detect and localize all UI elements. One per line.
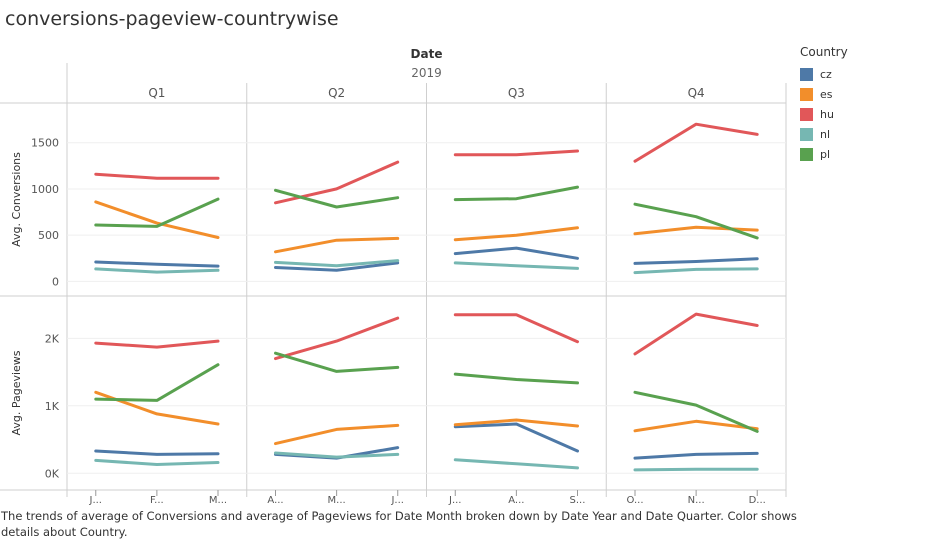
x-tick-label: O... <box>627 495 644 506</box>
series-line-pl <box>94 363 220 402</box>
y-tick-label: 1500 <box>31 137 59 150</box>
legend-item-nl[interactable]: nl <box>800 124 848 144</box>
column-header-title: Date <box>411 47 443 61</box>
quarter-header-Q3: Q3 <box>508 86 525 100</box>
y-tick-label: 0 <box>52 275 59 288</box>
legend-item-cz[interactable]: cz <box>800 64 848 84</box>
series-line-pl <box>633 202 759 240</box>
legend-label: nl <box>820 127 831 141</box>
quarter-header-Q2: Q2 <box>328 86 345 100</box>
series-line-es <box>633 225 759 236</box>
series-line-pl <box>274 351 400 373</box>
x-tick-label: A... <box>267 495 283 506</box>
chart-caption: The trends of average of Conversions and… <box>1 509 797 539</box>
series-line-nl <box>633 467 759 472</box>
legend-swatch-nl <box>800 127 813 141</box>
legend-label: pl <box>820 147 831 161</box>
series-line-es <box>453 226 579 242</box>
series-line-pl <box>274 188 400 209</box>
legend-swatch-pl <box>800 147 813 161</box>
y-tick-label: 2K <box>45 332 60 345</box>
y-tick-label: 500 <box>38 229 59 242</box>
x-tick-label: F... <box>150 495 164 506</box>
series-line-pl <box>453 185 579 202</box>
series-line-es <box>274 423 400 446</box>
x-tick-label: N... <box>688 495 705 506</box>
series-line-pl <box>94 197 220 228</box>
series-line-pl <box>633 390 759 433</box>
x-tick-label: J... <box>390 495 404 506</box>
x-tick-label: M... <box>328 495 346 506</box>
series-line-cz <box>453 422 579 453</box>
y-axis-label: Avg. Pageviews <box>10 350 23 435</box>
series-line-nl <box>274 259 400 268</box>
y-tick-label: 0K <box>45 467 60 480</box>
series-line-hu <box>633 312 759 356</box>
series-line-nl <box>94 458 220 466</box>
series-line-nl <box>274 451 400 459</box>
series-line-cz <box>94 260 220 268</box>
series-line-es <box>633 419 759 433</box>
quarter-header-Q1: Q1 <box>148 86 165 100</box>
x-tick-label: S... <box>570 495 586 506</box>
x-tick-label: J... <box>448 495 462 506</box>
series-line-es <box>94 200 220 239</box>
series-line-nl <box>453 458 579 470</box>
series-line-nl <box>453 261 579 270</box>
legend: Country cz es hu nl pl <box>800 45 848 164</box>
series-line-nl <box>94 267 220 274</box>
legend-label: cz <box>820 67 832 81</box>
series-line-hu <box>274 316 400 361</box>
page-title: conversions-pageview-countrywise <box>5 8 339 30</box>
legend-swatch-hu <box>800 107 813 121</box>
series-line-es <box>453 418 579 428</box>
year-header: 2019 <box>411 66 442 80</box>
series-line-hu <box>94 172 220 180</box>
legend-label: es <box>820 87 833 101</box>
series-line-hu <box>633 122 759 163</box>
legend-label: hu <box>820 107 834 121</box>
legend-item-hu[interactable]: hu <box>800 104 848 124</box>
series-line-cz <box>274 261 400 272</box>
series-line-hu <box>453 149 579 157</box>
legend-item-pl[interactable]: pl <box>800 144 848 164</box>
series-line-hu <box>94 339 220 349</box>
series-line-hu <box>453 313 579 344</box>
series-line-es <box>274 236 400 254</box>
legend-title: Country <box>800 45 848 59</box>
x-tick-label: D... <box>749 495 766 506</box>
y-axis-label: Avg. Conversions <box>10 152 23 247</box>
series-line-cz <box>94 449 220 456</box>
x-tick-label: M... <box>209 495 227 506</box>
x-tick-label: J... <box>89 495 103 506</box>
y-tick-label: 1000 <box>31 183 59 196</box>
series-line-nl <box>633 267 759 275</box>
series-line-cz <box>633 451 759 460</box>
series-line-cz <box>453 246 579 260</box>
series-line-cz <box>633 257 759 265</box>
series-line-es <box>94 390 220 426</box>
series-line-pl <box>453 372 579 385</box>
legend-swatch-cz <box>800 67 813 81</box>
series-line-hu <box>274 160 400 205</box>
legend-item-es[interactable]: es <box>800 84 848 104</box>
quarter-header-Q4: Q4 <box>688 86 705 100</box>
x-tick-label: A... <box>508 495 524 506</box>
legend-swatch-es <box>800 87 813 101</box>
y-tick-label: 1K <box>45 400 60 413</box>
